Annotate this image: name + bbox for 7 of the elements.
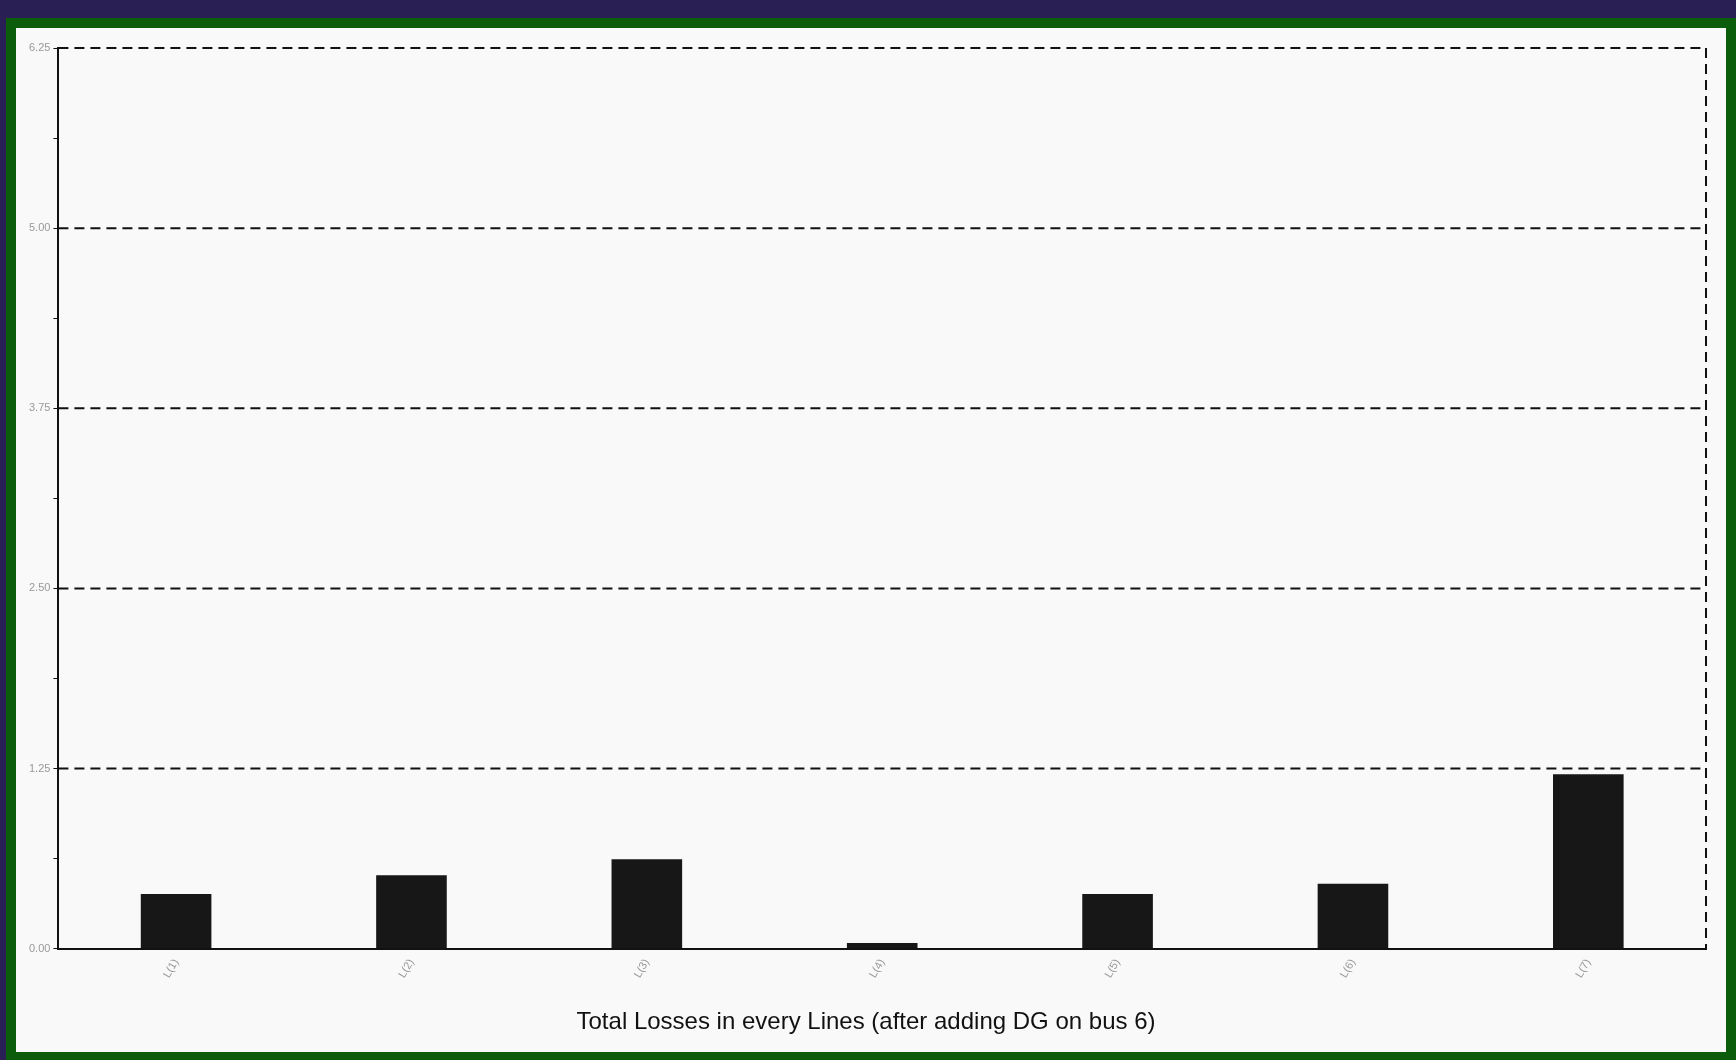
y-tick-label: 5.00 [28, 221, 51, 234]
y-tick-label: 3.75 [28, 401, 51, 414]
x-axis-title: Total Losses in every Lines (after adding DG on bus 6) [576, 1007, 1156, 1035]
y-tick-label: 6.25 [28, 41, 51, 54]
y-tick-label: 0.00 [28, 941, 51, 954]
y-tick-label: 2.50 [28, 581, 51, 594]
y-tick-label: 1.25 [28, 761, 51, 774]
